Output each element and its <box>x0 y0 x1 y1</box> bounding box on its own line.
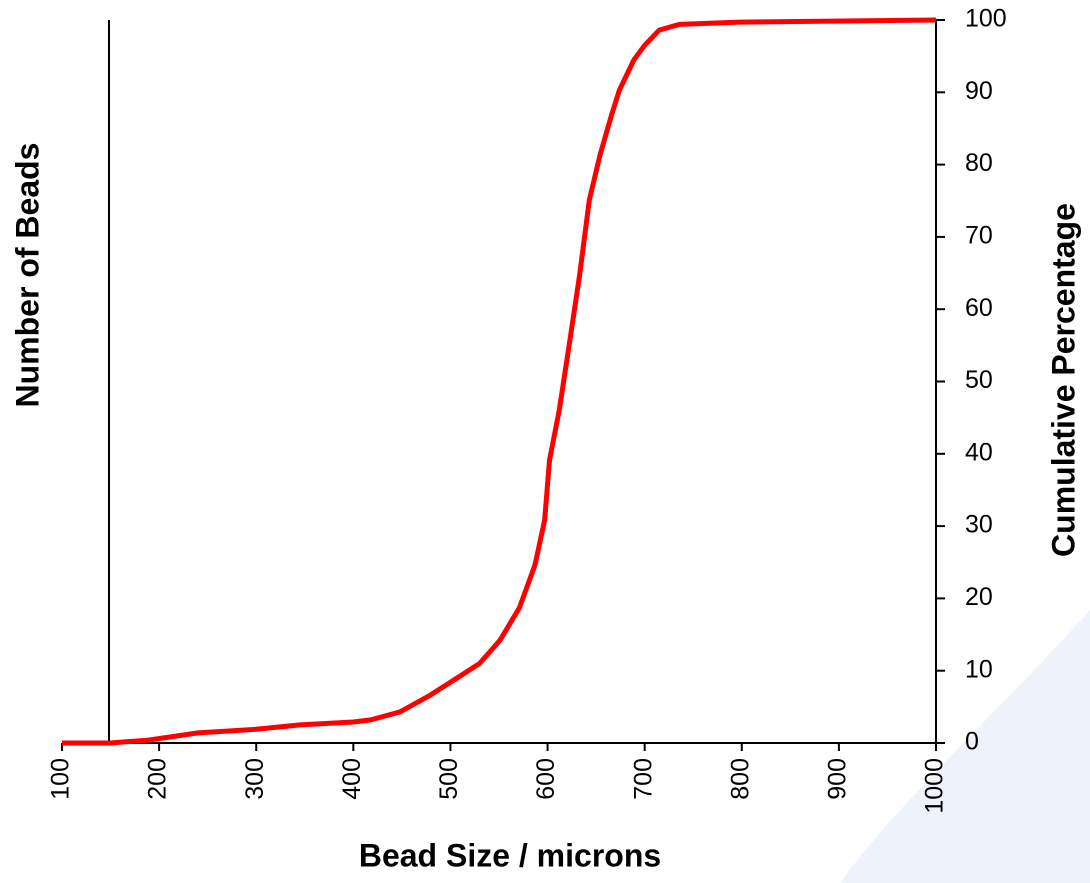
y2-tick-label: 80 <box>965 149 993 177</box>
y2-tick-label: 30 <box>965 511 993 539</box>
x-tick-label: 800 <box>726 758 754 800</box>
y2-axis-title: Cumulative Percentage <box>1045 203 1081 557</box>
x-tick-label: 400 <box>338 758 366 800</box>
x-tick-label: 600 <box>532 758 560 800</box>
x-tick-label: 300 <box>241 758 269 800</box>
y2-tick-label: 0 <box>965 728 979 756</box>
x-tick-label: 200 <box>144 758 172 800</box>
y2-tick-label: 70 <box>965 222 993 250</box>
y2-tick-label: 20 <box>965 583 993 611</box>
x-axis-title: Bead Size / microns <box>359 837 661 873</box>
x-tick-label: 900 <box>823 758 851 800</box>
background-swirl <box>840 610 1090 883</box>
x-tick-label: 1000 <box>921 758 949 814</box>
y-axis-title: Number of Beads <box>9 143 45 408</box>
y2-tick-label: 60 <box>965 294 993 322</box>
cumulative-line <box>62 17 937 746</box>
y2-tick-label: 10 <box>965 655 993 683</box>
y2-tick-label: 50 <box>965 366 993 394</box>
x-tick-label: 500 <box>435 758 463 800</box>
y2-tick-label: 40 <box>965 438 993 466</box>
x-tick-label: 100 <box>47 758 75 800</box>
x-tick-label: 700 <box>629 758 657 800</box>
y2-tick-label: 90 <box>965 77 993 105</box>
y2-tick-label: 100 <box>965 5 1007 33</box>
